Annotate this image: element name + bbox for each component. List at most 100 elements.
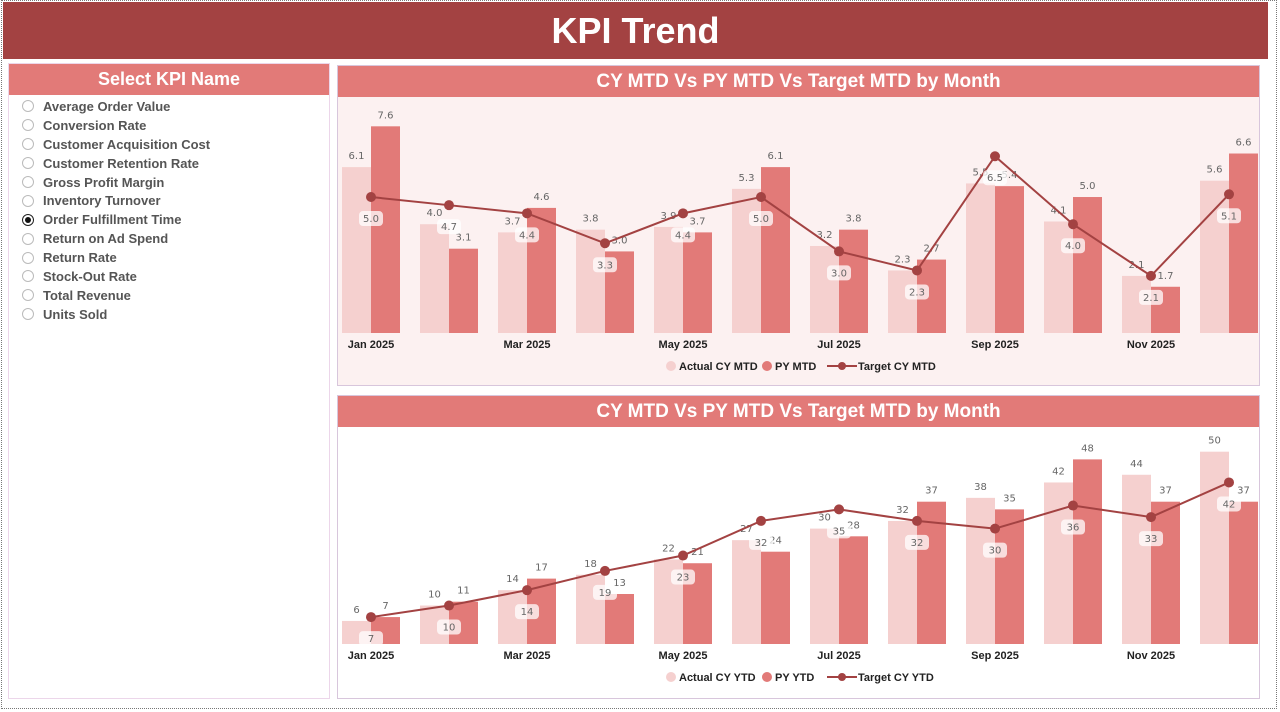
- kpi-option[interactable]: Inventory Turnover: [9, 191, 329, 210]
- target-point: [990, 151, 1000, 162]
- actual-bar: [810, 245, 839, 333]
- radio-button[interactable]: [22, 194, 34, 207]
- mtd-chart-panel: CY MTD Vs PY MTD Vs Target MTD by Month …: [337, 65, 1260, 386]
- kpi-option[interactable]: Stock-Out Rate: [9, 267, 329, 286]
- py-data-label: 3.0: [612, 235, 628, 246]
- py-data-label: 37: [925, 486, 938, 497]
- mtd-chart[interactable]: 6.1 7.6 Jan 2025 4.0 3.1 3.7 4.6 Mar 2025 3.8 3.0…: [338, 97, 1259, 385]
- target-line: [370, 154, 1230, 278]
- target-point: [1146, 512, 1156, 523]
- x-tick-label: Jan 2025: [348, 339, 394, 351]
- page-title: KPI Trend: [3, 2, 1268, 59]
- actual-data-label: 5.3: [739, 173, 755, 184]
- actual-bar: [342, 167, 371, 333]
- kpi-option[interactable]: Return Rate: [9, 248, 329, 267]
- kpi-option[interactable]: Total Revenue: [9, 286, 329, 305]
- target-label-box: [1139, 289, 1163, 305]
- py-bar: [1151, 501, 1180, 644]
- target-data-label: 35: [833, 526, 846, 537]
- py-data-label: 6.1: [768, 151, 784, 162]
- kpi-option-label: Gross Profit Margin: [43, 174, 165, 190]
- x-tick-label: Nov 2025: [1127, 339, 1175, 351]
- py-bar: [995, 186, 1024, 333]
- py-data-label: 37: [1159, 486, 1172, 497]
- radio-button[interactable]: [22, 119, 34, 132]
- actual-data-label: 3.8: [583, 214, 599, 225]
- target-point: [444, 200, 454, 211]
- radio-button[interactable]: [22, 270, 34, 283]
- target-data-label: 5.0: [753, 214, 769, 225]
- radio-button[interactable]: [22, 251, 34, 264]
- py-data-label: 7: [382, 601, 388, 612]
- actual-bar: [576, 229, 605, 333]
- py-data-label: 7.6: [378, 110, 394, 121]
- target-label-box: [983, 542, 1007, 558]
- radio-button[interactable]: [22, 289, 34, 302]
- x-tick-label: Sep 2025: [971, 650, 1019, 662]
- radio-button[interactable]: [22, 100, 34, 113]
- target-label-box: [437, 219, 461, 235]
- actual-data-label: 6: [353, 605, 359, 616]
- ytd-chart[interactable]: 6 7 Jan 2025 10 11 14 17 Mar 2025 18 13 22 21 May 20…: [338, 427, 1259, 698]
- py-data-label: 28: [847, 520, 860, 531]
- target-label-box: [593, 257, 617, 273]
- radio-button[interactable]: [22, 176, 34, 188]
- target-point: [444, 600, 454, 611]
- kpi-option[interactable]: Order Fulfillment Time: [9, 210, 329, 229]
- actual-bar: [810, 528, 839, 644]
- target-data-label: 4.4: [519, 230, 535, 241]
- target-point: [990, 523, 1000, 534]
- target-data-label: 33: [1145, 534, 1158, 545]
- target-point: [678, 550, 688, 561]
- legend-py-marker: [762, 361, 772, 371]
- target-label-box: [1139, 531, 1163, 547]
- target-point: [1068, 500, 1078, 511]
- target-point: [600, 238, 610, 249]
- radio-button[interactable]: [22, 157, 34, 170]
- actual-data-label: 27: [740, 524, 753, 535]
- actual-data-label: 5.5: [973, 167, 989, 178]
- legend-py-marker: [762, 672, 772, 682]
- x-tick-label: May 2025: [659, 650, 708, 662]
- kpi-option[interactable]: Conversion Rate: [9, 116, 329, 135]
- actual-bar: [888, 270, 917, 333]
- py-bar: [683, 232, 712, 333]
- target-point: [522, 208, 532, 219]
- target-data-label: 3.3: [597, 260, 613, 271]
- kpi-slicer: Select KPI Name Average Order Value Conve…: [8, 63, 330, 699]
- py-data-label: 37: [1237, 486, 1250, 497]
- py-bar: [1073, 197, 1102, 333]
- actual-data-label: 3.7: [505, 216, 521, 227]
- target-label-box: [827, 265, 851, 281]
- kpi-option-label: Total Revenue: [43, 287, 131, 303]
- py-bar: [761, 167, 790, 333]
- py-data-label: 3.8: [846, 214, 862, 225]
- slicer-title: Select KPI Name: [9, 64, 329, 95]
- kpi-option[interactable]: Average Order Value: [9, 97, 329, 116]
- actual-data-label: 22: [662, 543, 675, 554]
- actual-data-label: 4.0: [427, 208, 443, 219]
- target-data-label: 3.0: [831, 268, 847, 279]
- target-data-label: 23: [677, 573, 690, 584]
- target-point: [366, 612, 376, 623]
- radio-button[interactable]: [22, 213, 34, 226]
- target-point: [678, 208, 688, 219]
- target-data-label: 5.0: [363, 214, 379, 225]
- kpi-option[interactable]: Gross Profit Margin: [9, 173, 329, 192]
- kpi-option[interactable]: Customer Acquisition Cost: [9, 135, 329, 154]
- kpi-option-label: Order Fulfillment Time: [43, 212, 182, 228]
- kpi-option-label: Average Order Value: [43, 98, 171, 114]
- kpi-option[interactable]: Units Sold: [9, 305, 329, 324]
- target-point: [834, 246, 844, 257]
- actual-bar: [1200, 180, 1229, 333]
- kpi-option[interactable]: Return on Ad Spend: [9, 229, 329, 248]
- radio-button[interactable]: [22, 138, 34, 151]
- py-bar: [1229, 501, 1258, 644]
- kpi-option[interactable]: Customer Retention Rate: [9, 154, 329, 173]
- target-label-box: [905, 534, 929, 550]
- radio-button[interactable]: [22, 308, 34, 321]
- target-data-label: 14: [521, 607, 534, 618]
- actual-data-label: 6.1: [349, 151, 365, 162]
- radio-button[interactable]: [22, 232, 34, 245]
